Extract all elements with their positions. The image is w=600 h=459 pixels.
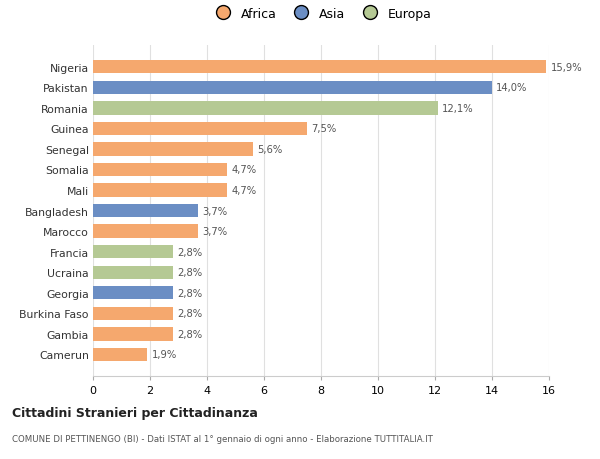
Text: 2,8%: 2,8% [177, 247, 202, 257]
Bar [93, 266, 173, 280]
Text: 3,7%: 3,7% [203, 227, 228, 237]
Bar [93, 163, 227, 177]
Text: COMUNE DI PETTINENGO (BI) - Dati ISTAT al 1° gennaio di ogni anno - Elaborazione: COMUNE DI PETTINENGO (BI) - Dati ISTAT a… [12, 434, 433, 443]
Bar [93, 123, 307, 136]
Text: 2,8%: 2,8% [177, 329, 202, 339]
Text: 2,8%: 2,8% [177, 288, 202, 298]
Bar [93, 61, 546, 74]
Text: 15,9%: 15,9% [550, 62, 582, 73]
Bar [93, 307, 173, 320]
Text: 5,6%: 5,6% [257, 145, 282, 155]
Text: 3,7%: 3,7% [203, 206, 228, 216]
Bar [93, 102, 438, 115]
Text: 4,7%: 4,7% [231, 185, 256, 196]
Text: 2,8%: 2,8% [177, 309, 202, 319]
Bar [93, 81, 492, 95]
Bar [93, 246, 173, 259]
Legend: Africa, Asia, Europa: Africa, Asia, Europa [205, 3, 437, 26]
Bar [93, 328, 173, 341]
Bar [93, 286, 173, 300]
Text: 4,7%: 4,7% [231, 165, 256, 175]
Text: Cittadini Stranieri per Cittadinanza: Cittadini Stranieri per Cittadinanza [12, 406, 258, 419]
Bar [93, 225, 199, 238]
Bar [93, 184, 227, 197]
Bar [93, 143, 253, 156]
Text: 12,1%: 12,1% [442, 104, 474, 113]
Text: 14,0%: 14,0% [496, 83, 527, 93]
Bar [93, 348, 147, 361]
Bar [93, 204, 199, 218]
Text: 1,9%: 1,9% [151, 350, 176, 360]
Text: 7,5%: 7,5% [311, 124, 336, 134]
Text: 2,8%: 2,8% [177, 268, 202, 278]
